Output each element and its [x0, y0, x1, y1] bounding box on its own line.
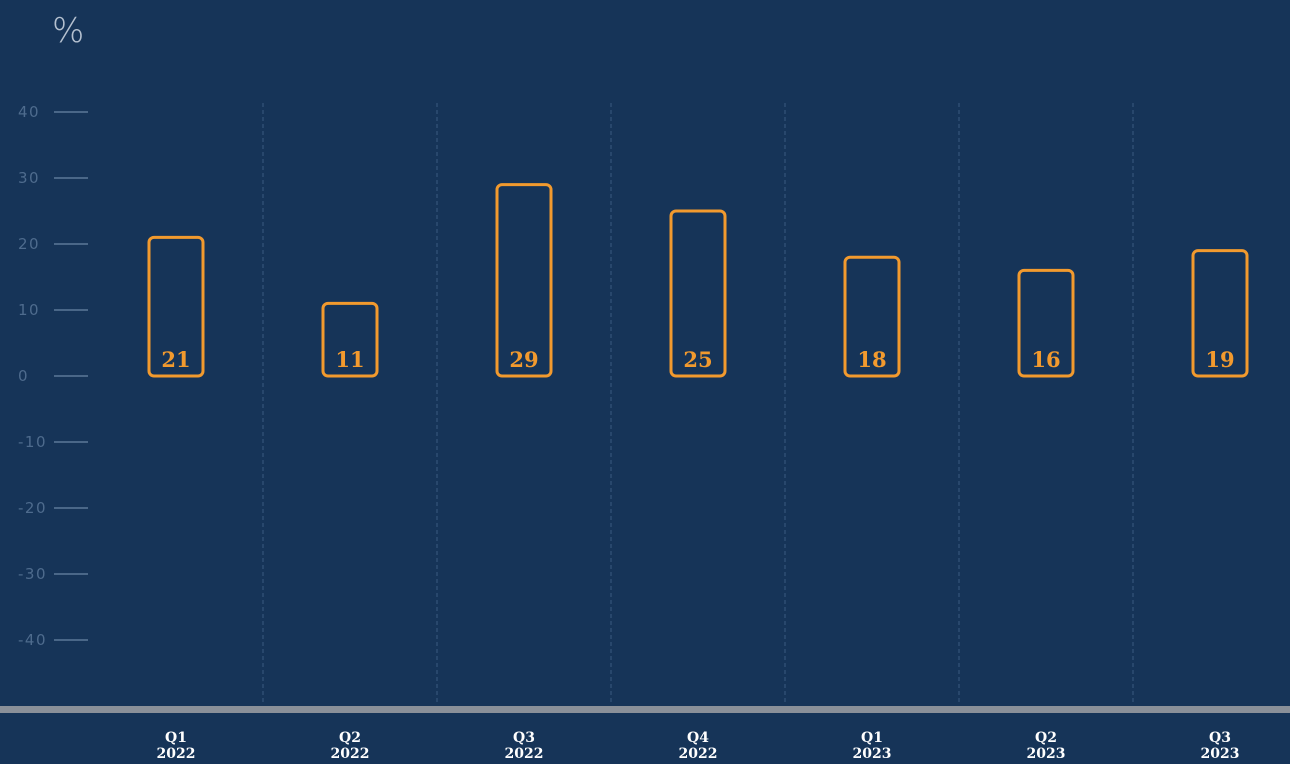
- x-tick-label-quarter: Q1: [861, 730, 883, 746]
- x-axis: Q12022Q22022Q32022Q42022Q12023Q22023Q320…: [157, 730, 1240, 762]
- y-tick-label: 10: [18, 301, 40, 319]
- y-axis: 40 30 20 10 0 -10 -20 -30 -40: [18, 103, 88, 649]
- x-tick-label-year: 2023: [1201, 746, 1240, 762]
- x-tick-label-quarter: Q4: [687, 730, 709, 746]
- y-tick-label: 20: [18, 235, 40, 253]
- x-tick-label-quarter: Q3: [1209, 730, 1231, 746]
- x-tick-label-quarter: Q2: [339, 730, 361, 746]
- bar-value-label: 19: [1205, 347, 1234, 372]
- y-tick-label: 0: [18, 367, 29, 385]
- y-tick-label: 40: [18, 103, 40, 121]
- y-unit-label: %: [52, 11, 84, 51]
- y-tick-label: -20: [18, 499, 47, 517]
- bar: [147, 235, 205, 378]
- bar: [321, 301, 379, 378]
- y-tick-label: -40: [18, 631, 47, 649]
- x-axis-baseline: [0, 706, 1290, 713]
- x-tick-label-year: 2022: [679, 746, 718, 762]
- vertical-gridlines: [262, 103, 1134, 704]
- bar-value-label: 25: [683, 347, 712, 372]
- bar: [843, 255, 901, 378]
- bar-value-label: 29: [509, 347, 538, 372]
- bar-value-label: 11: [335, 347, 364, 372]
- x-tick-label-year: 2022: [157, 746, 196, 762]
- x-tick-label-year: 2022: [505, 746, 544, 762]
- y-tick-label: -30: [18, 565, 47, 583]
- y-tick-label: -10: [18, 433, 47, 451]
- bar-value-label: 21: [161, 347, 190, 372]
- x-tick-label-quarter: Q2: [1035, 730, 1057, 746]
- x-tick-label-year: 2023: [853, 746, 892, 762]
- x-tick-label-quarter: Q3: [513, 730, 535, 746]
- bar: [669, 209, 727, 378]
- x-tick-label-year: 2022: [331, 746, 370, 762]
- bar-value-label: 16: [1031, 347, 1060, 372]
- bar: [495, 183, 553, 378]
- bar: [1017, 268, 1075, 378]
- bar: [1191, 249, 1249, 378]
- bars: 21 11 29 25 18 16 19: [147, 183, 1249, 378]
- x-tick-label-year: 2023: [1027, 746, 1066, 762]
- bar-value-label: 18: [857, 347, 886, 372]
- x-tick-label-quarter: Q1: [165, 730, 187, 746]
- y-tick-label: 30: [18, 169, 40, 187]
